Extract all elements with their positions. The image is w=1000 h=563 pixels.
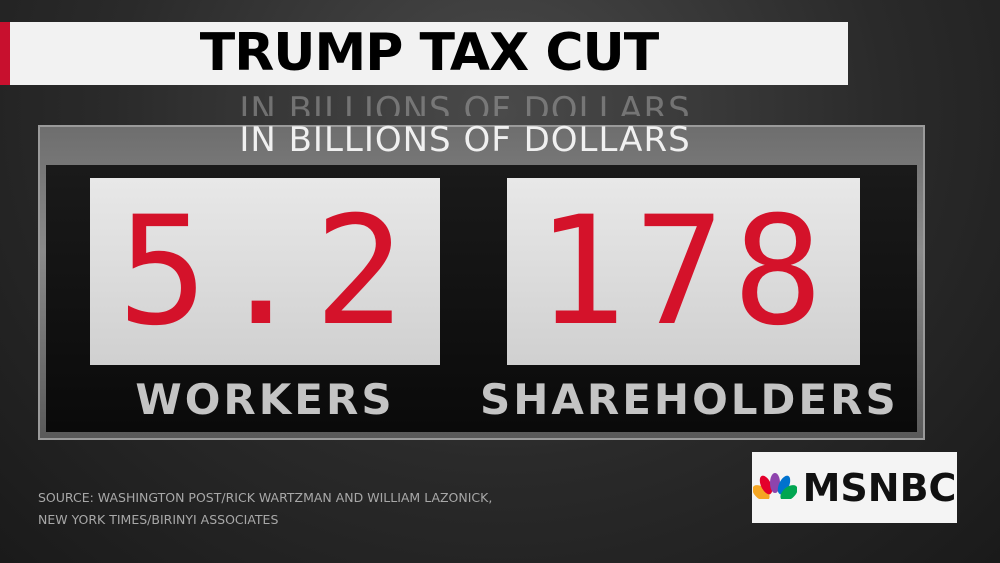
title-bar: TRUMP TAX CUT xyxy=(0,22,848,85)
value-box: 178 xyxy=(507,178,860,365)
value-label: WORKERS xyxy=(135,375,395,424)
value: 178 xyxy=(536,184,831,359)
subtitle-ghost-text: IN BILLIONS OF DOLLARS xyxy=(239,90,691,116)
value: 5.2 xyxy=(117,184,413,359)
red-stripe xyxy=(0,22,10,85)
value-label: SHAREHOLDERS xyxy=(480,375,899,424)
title: TRUMP TAX CUT xyxy=(199,23,659,83)
logo: MSNBC xyxy=(752,452,957,523)
logo-text: MSNBC xyxy=(802,465,957,510)
source-line: NEW YORK TIMES/BIRINYI ASSOCIATES xyxy=(38,512,279,527)
source-line: SOURCE: WASHINGTON POST/RICK WARTZMAN AN… xyxy=(38,490,493,505)
subtitle: IN BILLIONS OF DOLLARS xyxy=(239,120,691,160)
subtitle-ghost: IN BILLIONS OF DOLLARS xyxy=(0,88,930,116)
peacock-icon xyxy=(752,472,797,503)
value-box: 5.2 xyxy=(90,178,440,365)
